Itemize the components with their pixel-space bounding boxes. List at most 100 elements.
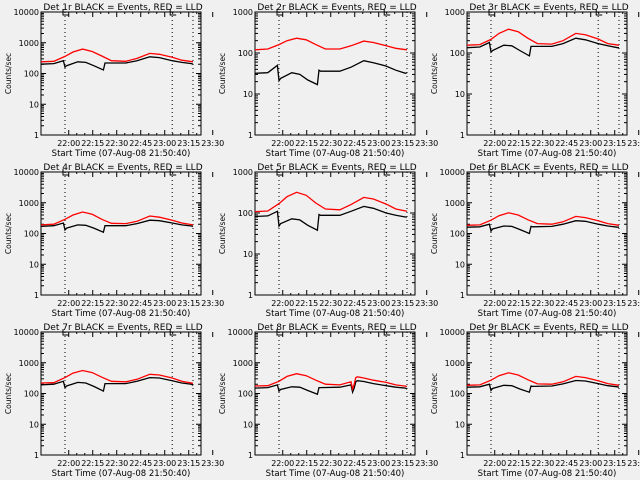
- y-tick-label: 10: [29, 260, 39, 269]
- x-tick-label: 22:00: [57, 459, 80, 468]
- series-lld: [254, 37, 408, 51]
- x-tick-label: 22:45: [129, 139, 152, 148]
- x-tick-label: 22:45: [343, 459, 366, 468]
- y-tick-label: 1: [34, 131, 39, 140]
- x-tick-label: 22:00: [483, 139, 506, 148]
- bracket-marker: [383, 329, 391, 336]
- x-tick-label: 23:00: [367, 299, 390, 308]
- x-tick-label: 22:30: [319, 139, 342, 148]
- series-events: [466, 379, 620, 394]
- x-tick-label: 23:30: [201, 459, 224, 468]
- x-tick-label: 22:15: [81, 299, 104, 308]
- series-events: [40, 56, 194, 71]
- y-tick-label: 1000: [233, 168, 253, 177]
- y-tick-label: 1000: [233, 8, 253, 17]
- y-tick-label: 10000: [14, 8, 39, 17]
- y-tick-label: 1: [460, 131, 465, 140]
- y-axis-label: Counts/sec: [430, 373, 439, 414]
- bracket-marker: [595, 329, 603, 336]
- x-tick-label: 23:30: [201, 139, 224, 148]
- x-tick-label: 22:00: [483, 299, 506, 308]
- y-tick-label: 100: [238, 49, 253, 58]
- x-tick-label: 23:00: [153, 139, 176, 148]
- bracket-marker: [383, 169, 391, 176]
- panel-5: Det 5r BLACK = Events, RED = LLD 1 10 100 10…: [218, 163, 438, 319]
- x-tick-label: 22:30: [105, 139, 128, 148]
- series-events: [466, 220, 619, 235]
- panel-title: Det 1r BLACK = Events, RED = LLD: [43, 3, 202, 13]
- plot-frame: [254, 11, 416, 136]
- panel-title: Det 5r BLACK = Events, RED = LLD: [257, 163, 416, 173]
- x-tick-label: 23:15: [177, 459, 200, 468]
- x-axis-label: Start Time (07-Aug-08 21:50:40): [478, 149, 617, 159]
- x-tick-label: 22:15: [81, 139, 104, 148]
- y-tick-label: 10: [243, 250, 253, 259]
- x-tick-label: 23:15: [603, 459, 626, 468]
- series-events: [254, 60, 408, 86]
- x-tick-label: 23:30: [627, 139, 640, 148]
- x-tick-label: 22:30: [105, 299, 128, 308]
- x-tick-label: 23:00: [579, 459, 602, 468]
- series-lld: [466, 28, 620, 46]
- y-axis-label: Counts/sec: [4, 53, 13, 94]
- bracket-marker: [276, 9, 283, 16]
- y-tick-label: 1: [460, 451, 465, 460]
- y-tick-label: 100: [238, 209, 253, 218]
- series-lld: [466, 372, 620, 386]
- bracket-marker: [62, 169, 69, 176]
- y-tick-label: 100: [24, 70, 39, 79]
- bracket-marker: [488, 169, 495, 176]
- y-tick-label: 10: [455, 90, 465, 99]
- y-tick-label: 10000: [14, 168, 39, 177]
- bracket-marker: [169, 329, 177, 336]
- x-tick-label: 22:15: [507, 139, 530, 148]
- y-tick-label: 10: [243, 420, 253, 429]
- x-tick-label: 22:00: [483, 459, 506, 468]
- series-events: [254, 205, 407, 232]
- x-tick-label: 23:15: [603, 139, 626, 148]
- panel-title: Det 8r BLACK = Events, RED = LLD: [257, 323, 416, 333]
- x-tick-label: 22:45: [555, 299, 578, 308]
- x-tick-label: 22:15: [81, 459, 104, 468]
- y-axis-label: Counts/sec: [4, 213, 13, 254]
- y-tick-label: 100: [24, 230, 39, 239]
- y-tick-label: 10000: [440, 328, 465, 337]
- y-tick-label: 100: [24, 390, 39, 399]
- series-events: [40, 219, 194, 234]
- y-axis-label: Counts/sec: [430, 53, 439, 94]
- plot-frame: [254, 171, 416, 296]
- x-tick-label: 23:15: [177, 299, 200, 308]
- x-tick-label: 22:00: [271, 459, 294, 468]
- bracket-marker: [276, 169, 283, 176]
- x-tick-label: 23:30: [201, 299, 224, 308]
- y-tick-label: 10000: [14, 328, 39, 337]
- y-axis-label: Counts/sec: [218, 53, 227, 94]
- x-tick-label: 23:00: [367, 459, 390, 468]
- x-axis-label: Start Time (07-Aug-08 21:50:40): [52, 309, 191, 319]
- x-tick-label: 23:15: [391, 459, 414, 468]
- panel-9: Det 9r BLACK = Events, RED = LLD 1 10 100 10…: [430, 323, 640, 479]
- series-lld: [40, 48, 194, 63]
- x-tick-label: 22:00: [271, 139, 294, 148]
- bracket-marker: [62, 329, 69, 336]
- y-tick-label: 100: [450, 390, 465, 399]
- x-tick-label: 23:15: [391, 139, 414, 148]
- x-tick-label: 23:00: [153, 299, 176, 308]
- panel-title: Det 9r BLACK = Events, RED = LLD: [469, 323, 628, 333]
- panel-6: Det 6r BLACK = Events, RED = LLD 1 10 100 10…: [430, 163, 640, 319]
- y-tick-label: 1: [248, 291, 253, 300]
- y-tick-label: 1: [34, 291, 39, 300]
- y-tick-label: 1000: [19, 199, 39, 208]
- panel-4: Det 4r BLACK = Events, RED = LLD 1 10 100 10…: [4, 163, 224, 319]
- y-tick-label: 10: [243, 90, 253, 99]
- bracket-marker: [595, 9, 603, 16]
- bracket-marker: [169, 9, 177, 16]
- y-tick-label: 100: [450, 230, 465, 239]
- x-axis-label: Start Time (07-Aug-08 21:50:40): [52, 469, 191, 479]
- x-tick-label: 23:15: [177, 139, 200, 148]
- panel-8: Det 8r BLACK = Events, RED = LLD 1 10 100 10…: [218, 323, 438, 479]
- x-tick-label: 23:30: [627, 299, 640, 308]
- y-axis-label: Counts/sec: [430, 213, 439, 254]
- y-axis-label: Counts/sec: [218, 213, 227, 254]
